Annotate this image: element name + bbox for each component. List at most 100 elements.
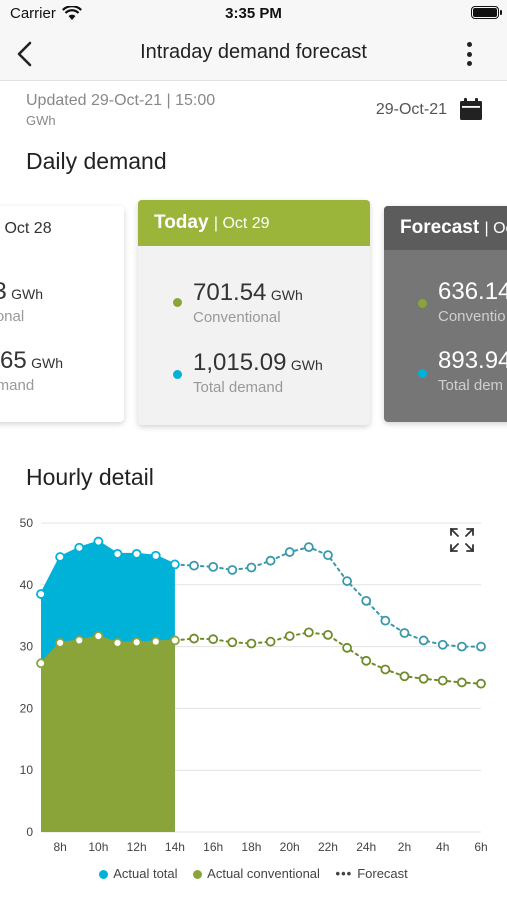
forecast-conventional-point [189, 633, 199, 644]
conventional-dot [418, 299, 427, 308]
conventional-metric: 636.14 Conventio [438, 278, 507, 325]
status-time: 3:35 PM [225, 5, 282, 22]
total-dot [418, 369, 427, 378]
x-tick-label: 12h [127, 840, 147, 854]
forecast-total-point [361, 595, 372, 606]
legend-dot [193, 870, 203, 879]
actual-total-point [55, 552, 66, 562]
card-header: Today | Oct 29 [138, 200, 370, 246]
forecast-total-point [323, 550, 333, 561]
forecast-conventional-point [303, 627, 314, 638]
forecast-conventional-point [246, 638, 257, 649]
forecast-conventional-line [173, 631, 482, 685]
x-tick-label: 4h [436, 840, 449, 854]
forecast-conventional-point [476, 678, 486, 689]
forecast-total-point [208, 561, 219, 572]
x-tick-label: 16h [203, 840, 223, 854]
legend-actual-total[interactable]: Actual total [99, 866, 178, 881]
x-tick-label: 14h [165, 840, 185, 854]
y-tick-label: 30 [20, 640, 34, 654]
forecast-total-point [437, 639, 448, 650]
card-date: Oct 29 [222, 215, 270, 232]
yesterday-card[interactable]: y | Oct 28 43 GWh ntional 1.65 GWh deman… [0, 206, 124, 422]
forecast-conventional-point [380, 664, 391, 675]
actual-conventional-point [74, 635, 85, 646]
actual-conventional-point [93, 631, 104, 641]
forecast-total-point [284, 547, 295, 557]
forecast-conventional-point [284, 631, 295, 641]
x-tick-label: 6h [474, 840, 487, 854]
x-tick-label: 10h [88, 840, 108, 854]
forecast-total-point [456, 641, 467, 652]
battery-icon [471, 6, 502, 19]
x-tick-label: 8h [53, 840, 66, 854]
forecast-conventional-point [342, 642, 352, 653]
card-header: y | Oct 28 [0, 206, 124, 250]
card-day: Forecast [400, 217, 480, 238]
expand-icon[interactable] [449, 527, 475, 553]
forecast-conventional-point [323, 629, 333, 640]
forecast-conventional-point [265, 636, 276, 647]
daily-demand-title: Daily demand [26, 148, 167, 174]
actual-conventional-point [55, 637, 66, 648]
navigation-bar: Intraday demand forecast [0, 28, 507, 81]
actual-conventional-point [131, 637, 142, 648]
legend-dots-icon: ••• [335, 866, 353, 881]
conventional-metric: 43 GWh ntional [0, 278, 44, 325]
carrier-label: Carrier [10, 5, 56, 22]
forecast-total-point [265, 555, 276, 566]
calendar-icon[interactable] [459, 97, 483, 121]
forecast-conventional-point [456, 677, 467, 688]
hourly-chart[interactable]: 0 10 20 30 40 50 8h 10h 12h 14h 16h 18h 20h 22h 24h 2h 4… [0, 505, 507, 860]
x-tick-label: 2h [398, 840, 411, 854]
card-header: Forecast | Oc [384, 206, 507, 250]
conventional-dot [173, 298, 182, 307]
actual-total-point [74, 542, 85, 553]
total-metric: 1,015.09 GWh Total demand [193, 349, 323, 396]
forecast-conventional-point [227, 637, 238, 648]
y-tick-label: 20 [20, 701, 34, 715]
actual-total-point [150, 550, 161, 561]
forecast-conventional-point [208, 634, 219, 645]
card-date: Oc [493, 220, 507, 237]
conventional-metric: 701.54 GWh Conventional [193, 279, 303, 326]
page-title: Intraday demand forecast [140, 41, 367, 63]
more-vertical-icon[interactable] [459, 40, 479, 68]
unit-label: GWh [26, 113, 56, 128]
actual-conventional-point [150, 636, 161, 647]
selected-date[interactable]: 29-Oct-21 [375, 101, 447, 118]
legend-actual-conventional[interactable]: Actual conventional [193, 866, 320, 881]
wifi-icon [62, 6, 82, 20]
forecast-card[interactable]: Forecast | Oc 636.14 Conventio 893.94 To… [384, 206, 507, 422]
actual-total-point [112, 549, 123, 559]
legend-dot [99, 870, 109, 879]
chevron-left-icon[interactable] [12, 40, 38, 68]
actual-total-point [36, 589, 46, 599]
x-tick-label: 24h [356, 840, 376, 854]
status-bar: Carrier 3:35 PM [0, 0, 507, 28]
forecast-total-point [189, 560, 199, 571]
legend-forecast[interactable]: ••• Forecast [335, 866, 408, 881]
forecast-conventional-point [399, 671, 410, 682]
x-tick-label: 20h [280, 840, 300, 854]
actual-total-point [170, 559, 180, 570]
updated-timestamp: Updated 29-Oct-21 | 15:00 [26, 92, 216, 109]
chart-legend: Actual total Actual conventional ••• Fore… [0, 866, 507, 881]
forecast-total-point [418, 635, 429, 646]
hourly-detail-title: Hourly detail [26, 464, 154, 490]
card-day: Today [154, 212, 209, 233]
total-metric: 1.65 GWh demand [0, 347, 64, 394]
forecast-total-point [303, 542, 314, 553]
hourly-chart-svg: 0 10 20 30 40 50 8h 10h 12h 14h 16h 18h 20h 22h 24h 2h 4… [20, 516, 488, 854]
forecast-total-point [476, 641, 486, 652]
forecast-total-point [380, 615, 391, 626]
forecast-total-point [246, 562, 257, 573]
forecast-total-point [227, 565, 238, 575]
actual-total-point [93, 536, 104, 547]
actual-conventional-point [112, 637, 123, 648]
today-card[interactable]: Today | Oct 29 701.54 GWh Conventional 1… [138, 200, 370, 425]
total-dot [173, 370, 182, 379]
forecast-total-point [399, 628, 410, 638]
forecast-conventional-point [437, 675, 448, 686]
actual-conventional-area [41, 636, 175, 832]
